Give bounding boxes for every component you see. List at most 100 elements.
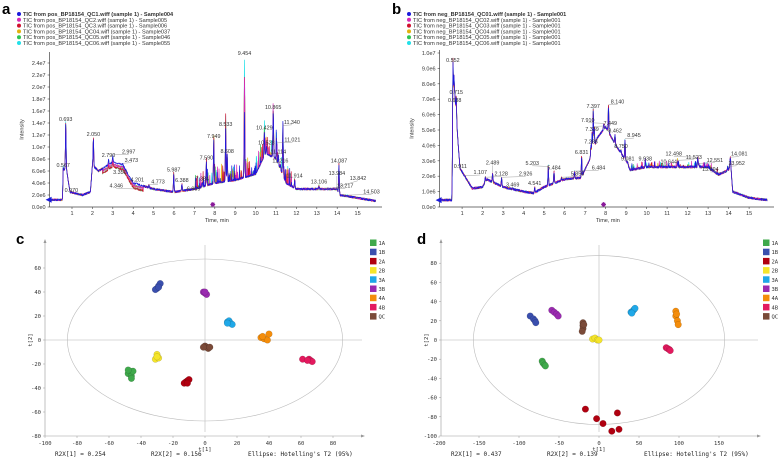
- legend-swatch-2A: [763, 257, 770, 265]
- peak-leader-line: [485, 176, 502, 178]
- peak-label: 10.644: [661, 159, 678, 165]
- peak-label: 3.350: [113, 170, 127, 176]
- legend-entry: TIC from pos_BP18154_QC2.wiff (sample 1)…: [23, 18, 167, 24]
- peak-label: 7.949: [207, 134, 221, 140]
- score-point-4B: [666, 347, 674, 355]
- peak-leader-line: [148, 184, 158, 186]
- peak-label: 0.715: [450, 90, 464, 96]
- x-tick-label: 0: [203, 441, 206, 447]
- x-tick-label: 15: [746, 211, 752, 217]
- x-tick-label: 14: [334, 211, 340, 217]
- y-tick-label: 6.0e6: [32, 169, 46, 175]
- peak-label: 8.462: [608, 129, 622, 135]
- peak-leader-line: [116, 188, 141, 190]
- y-tick-label: -100: [424, 434, 437, 440]
- panel-letter-b: b: [392, 1, 401, 18]
- x-tick-label: 7: [193, 211, 196, 217]
- legend-label: 3B: [772, 287, 779, 293]
- x-tick-label: -80: [72, 441, 82, 447]
- y-tick-label: 1.0e6: [422, 190, 436, 196]
- peak-label: 4.541: [528, 181, 542, 187]
- peak-label: 11.216: [272, 158, 288, 164]
- x-tick-label: 50: [636, 441, 643, 447]
- peak-leader-line: [561, 176, 578, 178]
- legend-label: 2A: [772, 259, 779, 265]
- x-tick-label: 11: [664, 211, 670, 217]
- cursor-arrow-icon: [435, 197, 442, 204]
- hotelling-ellipse: [473, 255, 725, 425]
- panel-letter-c: c: [16, 231, 24, 248]
- score-point-QC: [580, 321, 588, 329]
- x-axis-label: t[1]: [592, 447, 605, 453]
- peak-label: 2.790: [102, 153, 116, 159]
- x-tick-label: 12: [293, 211, 299, 217]
- peak-label: 1.107: [474, 170, 488, 176]
- panel-letter-a: a: [2, 1, 11, 18]
- y-tick-label: 2.4e7: [32, 61, 46, 67]
- peak-leader-line: [677, 159, 694, 161]
- y-tick-label: 1.4e7: [32, 121, 46, 127]
- peak-label: 3.469: [506, 183, 520, 189]
- y-tick-label: 60: [430, 280, 437, 286]
- x-tick-label: 150: [714, 441, 724, 447]
- legend-entry: TIC from neg_BP18154_QC03.wiff (sample 1…: [413, 24, 561, 30]
- peak-label: 6.831: [575, 150, 589, 156]
- legend-swatch-1A: [763, 239, 770, 246]
- peak-label: 7.449: [604, 121, 618, 127]
- y-axis-label: Intensity: [20, 119, 26, 140]
- score-point-1A: [124, 366, 132, 374]
- peak-label: 4.346: [110, 184, 124, 190]
- peak-label: 9.081: [621, 156, 635, 162]
- legend-label: 1B: [772, 250, 779, 256]
- x-tick-label: 7: [584, 211, 587, 217]
- y-tick-label: 60: [34, 266, 41, 272]
- y-tick-label: 5.0e6: [422, 128, 436, 134]
- peak-label: 8.533: [219, 122, 233, 128]
- peak-label: 9.938: [639, 156, 653, 162]
- peak-leader-line: [730, 156, 740, 158]
- x-tick-label: 60: [298, 441, 305, 447]
- x-tick-label: -60: [104, 441, 114, 447]
- y-tick-label: 1.8e7: [32, 97, 46, 103]
- legend-label: 3B: [379, 287, 386, 293]
- x-tick-label: -40: [136, 441, 146, 447]
- y-tick-label: 20: [430, 319, 437, 325]
- y-tick-label: -60: [31, 410, 41, 416]
- tic-trace-1: [441, 61, 768, 202]
- score-point-2A: [183, 379, 191, 387]
- peak-leader-line: [624, 137, 634, 139]
- legend-label: 4A: [772, 296, 779, 302]
- y-tick-label: 0: [38, 338, 41, 344]
- x-axis-label: Time, min: [596, 218, 620, 224]
- peak-label: 10.528: [258, 140, 275, 146]
- peak-label: 13.106: [311, 179, 328, 185]
- y-tick-label: 7.0e6: [422, 97, 436, 103]
- x-axis-arrow-icon: [361, 434, 365, 438]
- x-tick-label: -20: [168, 441, 178, 447]
- y-tick-label: 4.0e6: [422, 143, 436, 149]
- x-tick-label: 40: [266, 441, 273, 447]
- x-tick-label: 13: [314, 211, 320, 217]
- score-point-3A: [628, 309, 636, 317]
- peak-label: 8.750: [614, 144, 628, 150]
- peak-label: 13.952: [728, 161, 745, 167]
- y-tick-label: 2.0e6: [32, 193, 46, 199]
- y-tick-label: 8.0e6: [32, 157, 46, 163]
- peak-label: 6.959: [187, 187, 201, 193]
- legend-entry: TIC from neg_BP18154_QC04.wiff (sample 1…: [413, 29, 561, 35]
- peak-label: 6.388: [175, 178, 189, 184]
- x-tick-label: 0: [597, 441, 600, 447]
- legend-swatch-4B: [370, 303, 377, 311]
- legend-label: QC: [772, 315, 779, 321]
- x-tick-label: 10: [253, 211, 259, 217]
- y-tick-label: -80: [427, 415, 437, 421]
- peak-label: 10.429: [256, 125, 273, 131]
- y-tick-label: 0.0e0: [422, 205, 436, 211]
- x-tick-label: 11: [273, 211, 279, 217]
- legend-swatch-1A: [370, 239, 377, 246]
- score-point-4A: [265, 330, 273, 338]
- y-tick-label: 20: [34, 314, 41, 320]
- peak-label: 5.484: [547, 166, 561, 172]
- x-tick-label: 2: [91, 211, 94, 217]
